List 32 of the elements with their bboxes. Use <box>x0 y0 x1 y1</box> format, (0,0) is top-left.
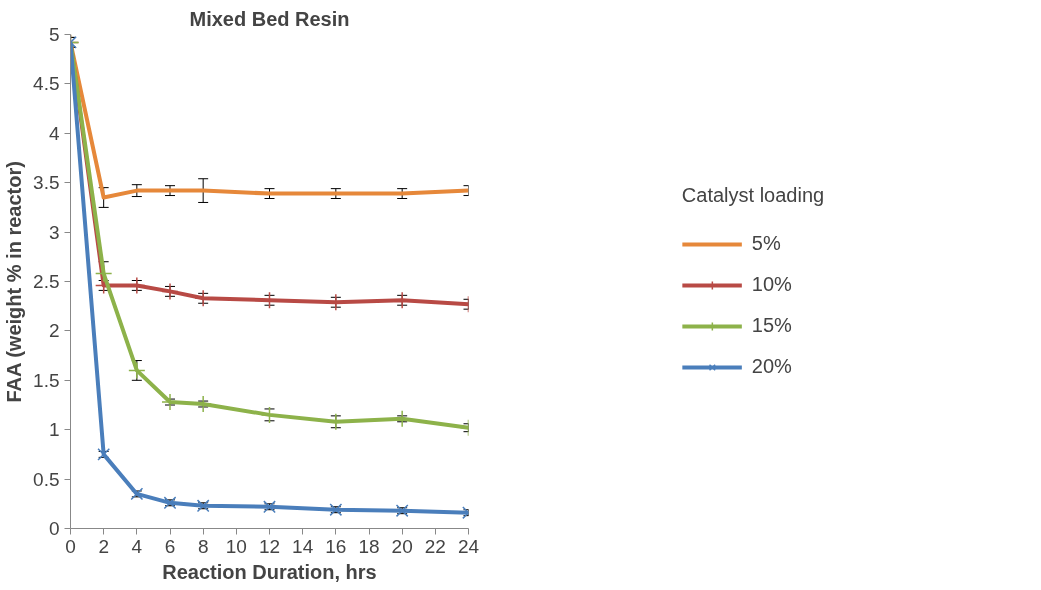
x-tick-label: 22 <box>424 535 446 557</box>
x-tick-label: 8 <box>197 535 209 557</box>
legend-label: 15% <box>751 314 792 337</box>
x-tick-label: 20 <box>391 535 413 557</box>
x-axis-title: Reaction Duration, hrs <box>162 560 377 583</box>
y-tick-label: 5 <box>48 24 60 45</box>
y-tick-label: 0.5 <box>33 468 60 490</box>
legend-label: 10% <box>751 273 792 296</box>
x-tick-label: 18 <box>358 535 380 557</box>
x-tick-label: 0 <box>65 535 76 557</box>
x-tick-label: 4 <box>131 535 143 557</box>
y-tick-label: 2 <box>48 320 60 342</box>
y-tick-label: 0 <box>48 518 60 539</box>
y-tick-label: 4 <box>48 122 60 144</box>
y-tick-label: 4.5 <box>33 73 60 95</box>
chart-title: Mixed Bed Resin <box>189 7 350 30</box>
x-tick-label: 10 <box>225 535 247 557</box>
x-tick-label: 24 <box>457 535 480 557</box>
x-tick-label: 16 <box>325 535 347 557</box>
y-tick-label: 3 <box>48 221 60 243</box>
legend-label: 20% <box>751 355 792 378</box>
x-tick-label: 14 <box>292 535 314 557</box>
legend-title: Catalyst loading <box>681 184 825 207</box>
x-tick-label: 2 <box>98 535 109 557</box>
x-tick-label: 12 <box>258 535 281 557</box>
x-tick-label: 6 <box>164 535 176 557</box>
y-tick-label: 1.5 <box>33 369 60 391</box>
y-axis-title: FAA (weight % in reactor) <box>3 161 26 403</box>
legend-label: 5% <box>751 232 781 255</box>
y-tick-label: 2.5 <box>33 271 60 292</box>
y-tick-label: 1 <box>48 419 60 441</box>
y-tick-label: 3.5 <box>33 172 60 194</box>
